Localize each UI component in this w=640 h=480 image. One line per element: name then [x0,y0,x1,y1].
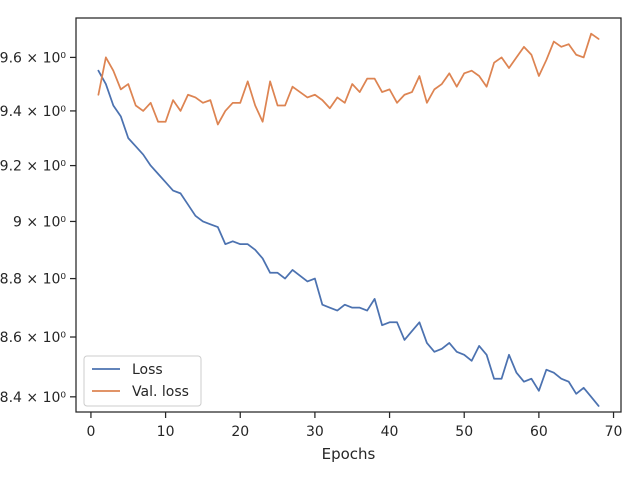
y-tick-label: 8.8 × 10⁰ [0,272,66,288]
y-tick-label: 9.6 × 10⁰ [0,50,66,66]
x-tick-label: 20 [231,424,249,440]
series-line-val-loss [97,32,600,126]
plot-area [97,32,600,407]
x-tick-label: 60 [530,424,548,440]
legend-label-loss: Loss [132,362,163,378]
x-axis-label: Epochs [322,445,376,463]
y-tick-label: 8.4 × 10⁰ [0,390,66,406]
x-tick-label: 30 [306,424,324,440]
x-tick-label: 40 [381,424,399,440]
legend: Loss Val. loss [83,355,202,407]
legend-label-val-loss: Val. loss [132,384,189,400]
plot-frame [75,17,622,413]
y-tick-label: 9.4 × 10⁰ [0,104,66,120]
x-tick-label: 10 [157,424,175,440]
x-axis: 0 10 20 30 40 50 60 70 [86,412,622,440]
series-line-loss [97,69,600,407]
x-tick-label: 70 [605,424,623,440]
x-tick-label: 0 [86,424,95,440]
y-axis: 8.4 × 10⁰ 8.6 × 10⁰ 8.8 × 10⁰ 9 × 10⁰ 9.2 × … [0,50,76,406]
y-tick-label: 9 × 10⁰ [13,214,66,230]
y-tick-label: 8.6 × 10⁰ [0,330,66,346]
x-tick-label: 50 [455,424,473,440]
y-tick-label: 9.2 × 10⁰ [0,159,66,175]
